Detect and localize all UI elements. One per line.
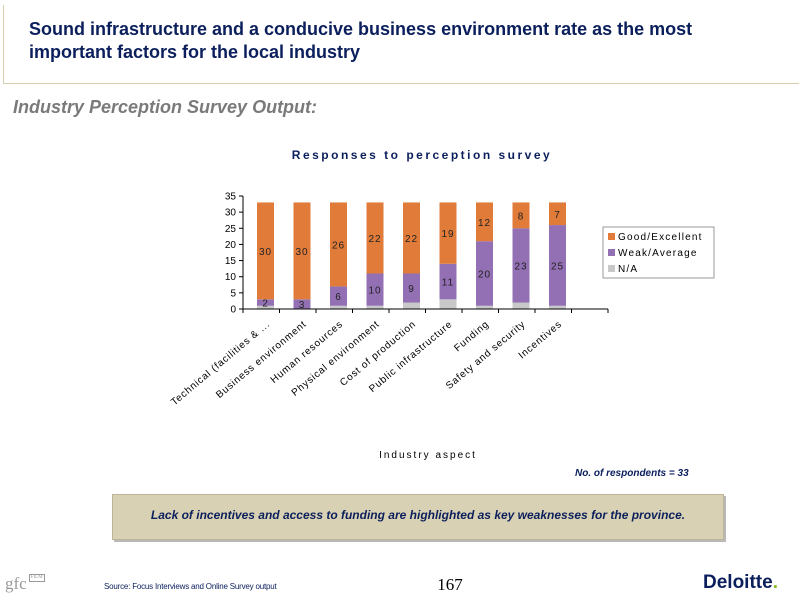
bar-segment bbox=[549, 305, 566, 309]
bar-segment bbox=[512, 228, 530, 303]
chart-legend: Good/Excellent Weak/Average N/A bbox=[602, 226, 715, 279]
bar-segment bbox=[403, 273, 420, 303]
data-label: 6 bbox=[335, 292, 342, 303]
bar-segment bbox=[403, 202, 420, 274]
y-tick-label: 35 bbox=[225, 192, 237, 203]
data-label: 9 bbox=[408, 284, 415, 295]
bar-segment bbox=[512, 302, 530, 309]
bar-segment bbox=[330, 286, 347, 306]
bar-segment bbox=[403, 302, 420, 309]
legend-swatch bbox=[608, 265, 615, 272]
deloitte-logo: Deloitte. bbox=[703, 572, 778, 594]
source-note: Source: Focus Interviews and Online Surv… bbox=[104, 582, 277, 591]
y-tick-label: 5 bbox=[230, 288, 236, 299]
bar-segment bbox=[366, 305, 384, 309]
bar-segment bbox=[257, 299, 274, 306]
bar-segment bbox=[293, 202, 311, 300]
bar-segment bbox=[366, 273, 384, 306]
data-label: 8 bbox=[518, 211, 525, 222]
bar-labels: 2 30 3 30 6 26 10 22 9 22 11 19 20 12 23 8 25 7 bbox=[259, 210, 564, 311]
chart-title: Responses to perception survey bbox=[292, 148, 552, 162]
bar-segment bbox=[476, 202, 493, 242]
gfc-logo: gfc FILM bbox=[5, 574, 45, 594]
y-tick-label: 0 bbox=[230, 305, 236, 316]
page-number: 167 bbox=[437, 575, 463, 594]
bar-segment bbox=[257, 202, 274, 300]
bars bbox=[257, 202, 566, 309]
callout-text: Lack of incentives and access to funding… bbox=[150, 508, 686, 522]
data-label: 12 bbox=[478, 218, 491, 229]
legend-swatch bbox=[608, 233, 615, 240]
bar-segment bbox=[439, 299, 457, 309]
bar-segment bbox=[366, 202, 384, 274]
data-label: 3 bbox=[299, 300, 306, 311]
bar-segment bbox=[512, 202, 530, 229]
page-title: Sound infrastructure and a conducive bus… bbox=[29, 19, 693, 62]
y-tick-label: 30 bbox=[225, 208, 237, 219]
bar-segment bbox=[439, 202, 457, 264]
bar-segment bbox=[549, 202, 566, 226]
callout-box: Lack of incentives and access to funding… bbox=[112, 494, 724, 540]
x-axis: Technical (facilities & ...Business envi… bbox=[169, 308, 609, 408]
bar-segment bbox=[439, 263, 457, 300]
respondents-note: No. of respondents = 33 bbox=[575, 468, 689, 479]
data-label: 22 bbox=[405, 234, 418, 245]
legend-swatch bbox=[608, 249, 615, 256]
title-box: Sound infrastructure and a conducive bus… bbox=[3, 5, 799, 84]
data-label: 11 bbox=[442, 278, 454, 289]
data-label: 25 bbox=[551, 261, 564, 272]
bar-segment bbox=[476, 241, 493, 306]
y-tick-label: 20 bbox=[225, 240, 237, 251]
bar-segment bbox=[257, 305, 274, 309]
data-label: 10 bbox=[368, 286, 381, 297]
bar-segment bbox=[293, 299, 311, 309]
bar-segment bbox=[330, 305, 347, 309]
data-label: 19 bbox=[441, 229, 454, 240]
deloitte-logo-dot: . bbox=[772, 572, 778, 593]
legend-label: Good/Excellent bbox=[618, 232, 703, 243]
gfc-logo-small: FILM bbox=[28, 574, 45, 582]
bar-segment bbox=[549, 225, 566, 306]
data-label: 26 bbox=[332, 240, 345, 251]
data-label: 20 bbox=[478, 269, 491, 280]
y-tick-label: 10 bbox=[225, 272, 237, 283]
y-tick-label: 15 bbox=[225, 256, 237, 267]
data-label: 22 bbox=[368, 234, 381, 245]
legend-box bbox=[602, 226, 715, 279]
legend-label: N/A bbox=[618, 264, 638, 275]
x-axis-label: Industry aspect bbox=[379, 450, 477, 461]
bar-segment bbox=[476, 305, 493, 309]
bar-segment bbox=[330, 202, 347, 287]
stacked-bar-chart: Responses to perception survey 051015202… bbox=[169, 148, 715, 461]
data-label: 30 bbox=[259, 247, 272, 258]
gfc-logo-text: gfc bbox=[5, 574, 27, 593]
section-subtitle: Industry Perception Survey Output: bbox=[13, 97, 318, 117]
data-label: 2 bbox=[262, 299, 269, 310]
deloitte-logo-text: Deloitte bbox=[703, 572, 773, 593]
y-axis: 0 5 10 15 20 25 30 35 bbox=[225, 192, 244, 316]
data-label: 23 bbox=[514, 261, 527, 272]
y-tick-label: 25 bbox=[225, 224, 237, 235]
data-label: 7 bbox=[554, 210, 561, 221]
data-label: 30 bbox=[295, 247, 308, 258]
legend-label: Weak/Average bbox=[618, 248, 698, 259]
